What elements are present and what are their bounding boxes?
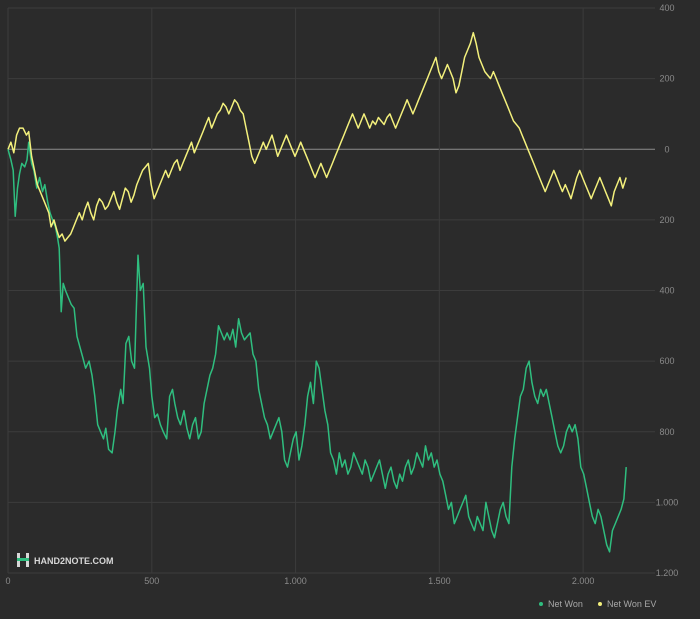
- y-tick-label: 400: [659, 3, 674, 13]
- legend-item-net-won: Net Won: [539, 599, 583, 609]
- y-axis-ticks: 400 200 0 200 400 600 800 1.000 1.200: [656, 3, 679, 578]
- y-tick-label: 600: [659, 356, 674, 366]
- series-line-net-won-ev: [7, 31, 627, 242]
- x-tick-label: 500: [144, 576, 159, 586]
- legend-marker: [598, 602, 602, 606]
- y-tick-label: 200: [659, 215, 674, 225]
- y-tick-label: 400: [659, 286, 674, 296]
- legend: Net Won Net Won EV: [539, 599, 656, 609]
- y-tick-label: 1.200: [656, 568, 679, 578]
- series-lines: [7, 31, 627, 553]
- x-tick-label: 2.000: [572, 576, 595, 586]
- y-tick-label: 800: [659, 427, 674, 437]
- legend-label: Net Won EV: [607, 599, 656, 609]
- brand-logo: HAND2NOTE.COM: [17, 553, 114, 567]
- legend-marker: [539, 602, 543, 606]
- legend-item-net-won-ev: Net Won EV: [598, 599, 656, 609]
- x-axis-ticks: 0 500 1.000 1.500 2.000: [5, 576, 594, 586]
- y-tick-label: 1.000: [656, 497, 679, 507]
- x-tick-label: 1.500: [428, 576, 451, 586]
- brand-text: HAND2NOTE.COM: [34, 556, 114, 566]
- series-line-net-won: [7, 141, 627, 553]
- y-tick-label: 200: [659, 74, 674, 84]
- legend-label: Net Won: [548, 599, 583, 609]
- grid-lines: [7, 7, 655, 574]
- hand2note-logo-icon: [17, 553, 29, 567]
- x-tick-label: 1.000: [284, 576, 307, 586]
- x-tick-label: 0: [5, 576, 10, 586]
- y-tick-label: 0: [664, 144, 669, 154]
